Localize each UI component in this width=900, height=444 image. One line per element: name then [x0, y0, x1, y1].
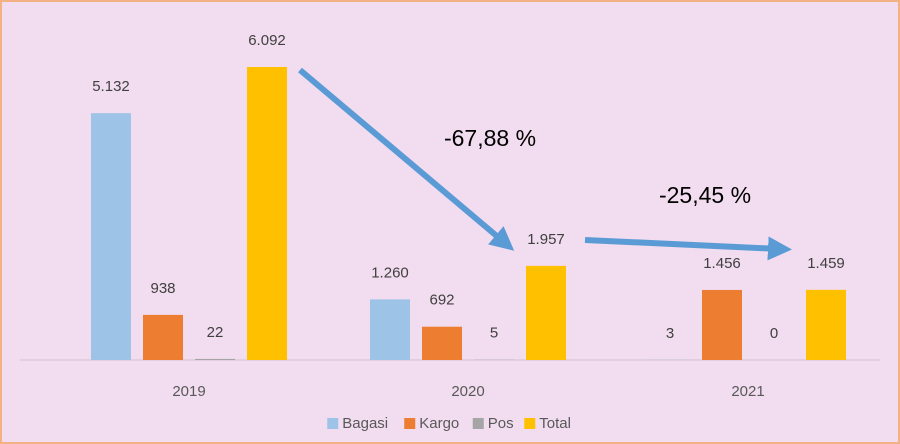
bar: [91, 113, 131, 360]
bar: [702, 289, 742, 360]
data-label: 1.957: [527, 231, 565, 248]
annotation: -67,88 %: [444, 125, 536, 151]
data-label: 6.092: [248, 32, 286, 49]
data-label: 938: [150, 280, 175, 297]
bar: [806, 289, 846, 360]
legend-swatch: [404, 418, 416, 429]
bar: [247, 67, 287, 360]
legend-label: Total: [539, 415, 571, 432]
data-label: 1.456: [703, 255, 741, 272]
bar: [370, 299, 410, 360]
bar: [526, 265, 566, 360]
arrow: [584, 236, 792, 261]
legend-swatch: [524, 418, 536, 429]
data-label: 5.132: [92, 78, 130, 95]
data-label: 1.260: [371, 264, 409, 281]
x-tick-label: 2019: [172, 383, 205, 400]
data-label: 692: [429, 292, 454, 309]
legend-label: Kargo: [419, 415, 459, 432]
legend-swatch: [327, 418, 339, 429]
x-tick-label: 2021: [731, 383, 764, 400]
legend-label: Bagasi: [342, 415, 388, 432]
bar: [422, 326, 462, 360]
data-label: 1.459: [807, 255, 845, 272]
bar: [195, 358, 235, 360]
x-tick-label: 2020: [451, 383, 484, 400]
legend-swatch: [472, 418, 484, 429]
data-label: 5: [490, 325, 498, 342]
arrow: [298, 67, 515, 251]
data-label: 3: [666, 325, 674, 342]
annotation: -25,45 %: [659, 182, 751, 208]
data-label: 22: [207, 324, 224, 341]
legend-label: Pos: [488, 415, 514, 432]
data-label: 0: [770, 325, 778, 342]
bar: [143, 314, 183, 360]
